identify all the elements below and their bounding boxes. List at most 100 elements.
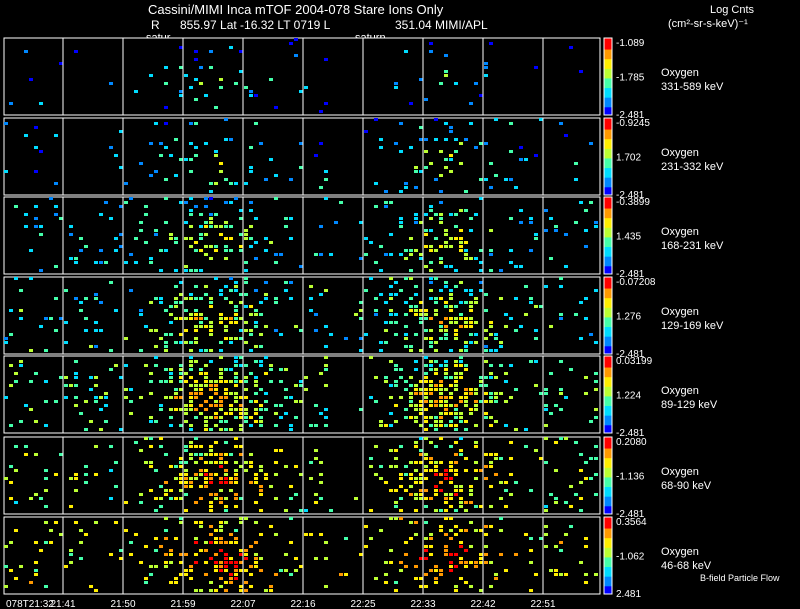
heatmap-cell bbox=[449, 392, 453, 395]
heatmap-cell bbox=[539, 457, 543, 460]
heatmap-cell bbox=[439, 380, 443, 383]
colorbar-segment bbox=[604, 105, 612, 108]
colorbar-segment bbox=[604, 218, 612, 221]
heatmap-cell bbox=[449, 289, 453, 292]
colorbar-segment bbox=[604, 543, 612, 547]
heatmap-cell bbox=[314, 424, 318, 427]
heatmap-cell bbox=[454, 408, 458, 411]
heatmap-cell bbox=[529, 589, 533, 592]
heatmap-cell bbox=[439, 573, 443, 576]
heatmap-cell bbox=[254, 380, 258, 383]
heatmap-cell bbox=[579, 201, 583, 204]
heatmap-cell bbox=[169, 561, 173, 564]
heatmap-cell bbox=[214, 106, 218, 109]
heatmap-cell bbox=[239, 301, 243, 304]
heatmap-cell bbox=[164, 178, 168, 181]
heatmap-cell bbox=[44, 477, 48, 480]
heatmap-cell bbox=[459, 142, 463, 145]
heatmap-cell bbox=[369, 241, 373, 244]
heatmap-cell bbox=[169, 549, 173, 552]
heatmap-cell bbox=[499, 457, 503, 460]
heatmap-cell bbox=[429, 553, 433, 556]
heatmap-cell bbox=[389, 517, 393, 520]
colorbar-segment bbox=[604, 311, 612, 315]
heatmap-cell bbox=[209, 360, 213, 363]
heatmap-cell bbox=[484, 376, 488, 379]
heatmap-cell bbox=[544, 525, 548, 528]
heatmap-cell bbox=[309, 424, 313, 427]
heatmap-cell bbox=[419, 557, 423, 560]
heatmap-cell bbox=[214, 416, 218, 419]
heatmap-cell bbox=[259, 301, 263, 304]
heatmap-cell bbox=[179, 388, 183, 391]
heatmap-cell bbox=[419, 408, 423, 411]
heatmap-cell bbox=[219, 537, 223, 540]
heatmap-cell bbox=[204, 376, 208, 379]
heatmap-cell bbox=[419, 449, 423, 452]
heatmap-cell bbox=[259, 404, 263, 407]
heatmap-cell bbox=[209, 461, 213, 464]
heatmap-cell bbox=[179, 90, 183, 93]
heatmap-cell bbox=[589, 142, 593, 145]
heatmap-cell bbox=[254, 565, 258, 568]
colorbar-segment bbox=[604, 198, 612, 202]
heatmap-cell bbox=[454, 453, 458, 456]
heatmap-cell bbox=[424, 521, 428, 524]
heatmap-cell bbox=[194, 58, 198, 61]
heatmap-cell bbox=[439, 404, 443, 407]
position-extra: 351.04 MIMI/APL bbox=[395, 18, 488, 32]
colorbar-segment bbox=[604, 498, 612, 502]
heatmap-cell bbox=[374, 182, 378, 185]
heatmap-cell bbox=[34, 541, 38, 544]
heatmap-cell bbox=[224, 380, 228, 383]
heatmap-cell bbox=[444, 122, 448, 125]
heatmap-cell bbox=[369, 509, 373, 512]
heatmap-cell bbox=[19, 565, 23, 568]
heatmap-cell bbox=[259, 493, 263, 496]
heatmap-cell bbox=[484, 360, 488, 363]
heatmap-cell bbox=[209, 505, 213, 508]
heatmap-cell bbox=[184, 408, 188, 411]
colorbar-segment bbox=[604, 187, 612, 190]
heatmap-cell bbox=[419, 317, 423, 320]
colorbar-segment bbox=[604, 177, 612, 181]
x-tick-label: 21:41 bbox=[50, 599, 75, 609]
heatmap-cell bbox=[484, 525, 488, 528]
heatmap-cell bbox=[284, 225, 288, 228]
heatmap-cell bbox=[464, 325, 468, 328]
heatmap-cell bbox=[424, 400, 428, 403]
heatmap-cell bbox=[394, 86, 398, 89]
heatmap-cell bbox=[399, 376, 403, 379]
heatmap-cell bbox=[169, 424, 173, 427]
heatmap-cell bbox=[229, 581, 233, 584]
colorbar-segment bbox=[604, 592, 612, 595]
heatmap-cell bbox=[219, 376, 223, 379]
heatmap-cell bbox=[474, 321, 478, 324]
heatmap-cell bbox=[189, 400, 193, 403]
colorbar-segment bbox=[604, 570, 612, 574]
heatmap-cell bbox=[419, 424, 423, 427]
heatmap-cell bbox=[249, 245, 253, 248]
heatmap-cell bbox=[484, 62, 488, 65]
heatmap-cell bbox=[319, 225, 323, 228]
heatmap-cell bbox=[154, 229, 158, 232]
heatmap-cell bbox=[539, 392, 543, 395]
heatmap-cell bbox=[209, 428, 213, 431]
heatmap-cell bbox=[449, 297, 453, 300]
heatmap-cell bbox=[454, 493, 458, 496]
heatmap-cell bbox=[104, 261, 108, 264]
heatmap-cell bbox=[234, 497, 238, 500]
heatmap-cell bbox=[144, 461, 148, 464]
heatmap-cell bbox=[239, 217, 243, 220]
heatmap-cell bbox=[234, 309, 238, 312]
heatmap-cell bbox=[404, 553, 408, 556]
heatmap-cell bbox=[124, 529, 128, 532]
heatmap-cell bbox=[384, 573, 388, 576]
heatmap-cell bbox=[309, 285, 313, 288]
heatmap-cell bbox=[544, 424, 548, 427]
colorbar-segment bbox=[604, 127, 612, 131]
heatmap-cell bbox=[199, 412, 203, 415]
heatmap-cell bbox=[459, 281, 463, 284]
heatmap-cell bbox=[239, 453, 243, 456]
heatmap-cell bbox=[159, 297, 163, 300]
